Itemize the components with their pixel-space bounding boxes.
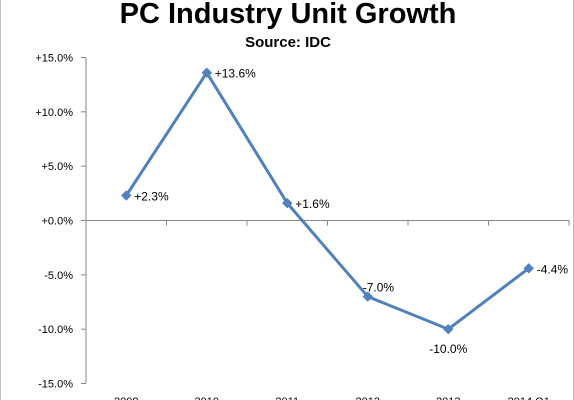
data-label: +2.3%	[134, 190, 169, 204]
x-tick-label: 2010	[195, 396, 219, 400]
series-line	[124, 71, 530, 331]
x-tick-label: 2011	[275, 396, 299, 400]
y-tick-label: +15.0%	[35, 53, 73, 65]
x-tick-label: 2014 Q1	[508, 396, 550, 400]
chart-title: PC Industry Unit Growth	[119, 0, 457, 30]
y-tick-label: -15.0%	[38, 379, 73, 391]
data-point-marker	[443, 323, 454, 335]
y-tick-label: -5.0%	[44, 270, 73, 282]
y-tick-label: -10.0%	[38, 324, 73, 336]
data-label: +13.6%	[215, 67, 256, 81]
y-tick-label: +10.0%	[35, 107, 73, 119]
chart-subtitle: Source: IDC	[245, 34, 331, 51]
data-point-marker	[362, 291, 373, 302]
x-tick-label: 2009	[114, 396, 138, 400]
data-point-marker	[201, 67, 212, 78]
y-tick-label: +5.0%	[42, 161, 74, 173]
x-tick-label: 2012	[356, 396, 380, 400]
x-tick-label: 2013	[436, 396, 460, 400]
data-point-marker	[121, 190, 132, 201]
data-label: -4.4%	[537, 262, 569, 276]
data-label: -7.0%	[363, 281, 395, 295]
y-tick-label: +0.0%	[42, 216, 74, 228]
data-point-marker	[282, 197, 293, 209]
data-point-marker	[523, 263, 534, 274]
data-label: +1.6%	[295, 197, 330, 211]
data-label: -10.0%	[429, 342, 467, 356]
